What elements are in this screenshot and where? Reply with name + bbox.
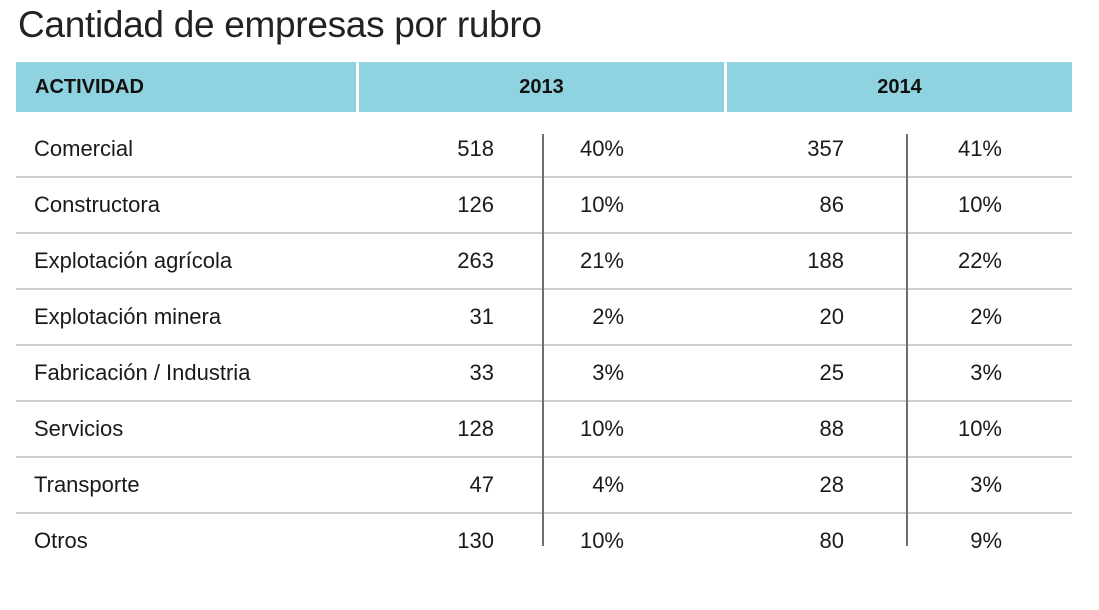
chart-title: Cantidad de empresas por rubro: [18, 4, 542, 45]
percent-2013: 40%: [579, 136, 624, 161]
table-body: Comercial 518 40% 357 41% Constructora 1…: [16, 122, 1072, 570]
header-2014: 2014: [727, 62, 1072, 112]
count-2013: 518: [457, 136, 494, 161]
table-row: Servicios 128 10% 88 10%: [16, 402, 1072, 458]
activity-label: Constructora: [34, 192, 160, 217]
percent-2014: 3%: [970, 472, 1002, 497]
count-2014: 25: [819, 360, 844, 385]
column-rule-2013: [542, 134, 544, 546]
table-row: Constructora 126 10% 86 10%: [16, 178, 1072, 234]
percent-2013: 3%: [592, 360, 624, 385]
count-2014: 357: [807, 136, 844, 161]
table-row: Fabricación / Industria 33 3% 25 3%: [16, 346, 1072, 402]
table-row: Otros 130 10% 80 9%: [16, 514, 1072, 570]
activity-label: Fabricación / Industria: [34, 360, 251, 385]
percent-2013: 21%: [579, 248, 624, 273]
column-rule-2014: [906, 134, 908, 546]
percent-2014: 10%: [957, 192, 1002, 217]
count-2014: 28: [819, 472, 844, 497]
percent-2013: 2%: [592, 304, 624, 329]
percent-2014: 22%: [957, 248, 1002, 273]
count-2014: 188: [807, 248, 844, 273]
percent-2013: 10%: [579, 416, 624, 441]
count-2013: 263: [457, 248, 494, 273]
activity-label: Transporte: [34, 472, 140, 497]
count-2013: 128: [457, 416, 494, 441]
header-activity: ACTIVIDAD: [16, 62, 356, 112]
activity-label: Comercial: [34, 136, 134, 161]
count-2013: 130: [457, 528, 494, 553]
percent-2014: 3%: [970, 360, 1002, 385]
activity-label: Otros: [34, 528, 88, 553]
percent-2014: 10%: [957, 416, 1002, 441]
percent-2013: 10%: [579, 192, 624, 217]
percent-2013: 4%: [592, 472, 624, 497]
percent-2014: 9%: [970, 528, 1002, 553]
count-2013: 33: [469, 360, 494, 385]
header-2013: 2013: [359, 62, 724, 112]
count-2013: 47: [469, 472, 494, 497]
count-2014: 80: [819, 528, 844, 553]
table-row: Transporte 47 4% 28 3%: [16, 458, 1072, 514]
activity-label: Explotación minera: [34, 304, 222, 329]
table-row: Explotación agrícola 263 21% 188 22%: [16, 234, 1072, 290]
count-2014: 20: [819, 304, 844, 329]
percent-2014: 41%: [957, 136, 1002, 161]
activity-label: Servicios: [34, 416, 124, 441]
count-2014: 86: [819, 192, 844, 217]
table-row: Explotación minera 31 2% 20 2%: [16, 290, 1072, 346]
table-row: Comercial 518 40% 357 41%: [16, 122, 1072, 178]
percent-2014: 2%: [970, 304, 1002, 329]
percent-2013: 10%: [579, 528, 624, 553]
count-2013: 31: [469, 304, 494, 329]
count-2013: 126: [457, 192, 494, 217]
activity-label: Explotación agrícola: [34, 248, 233, 273]
count-2014: 88: [819, 416, 844, 441]
